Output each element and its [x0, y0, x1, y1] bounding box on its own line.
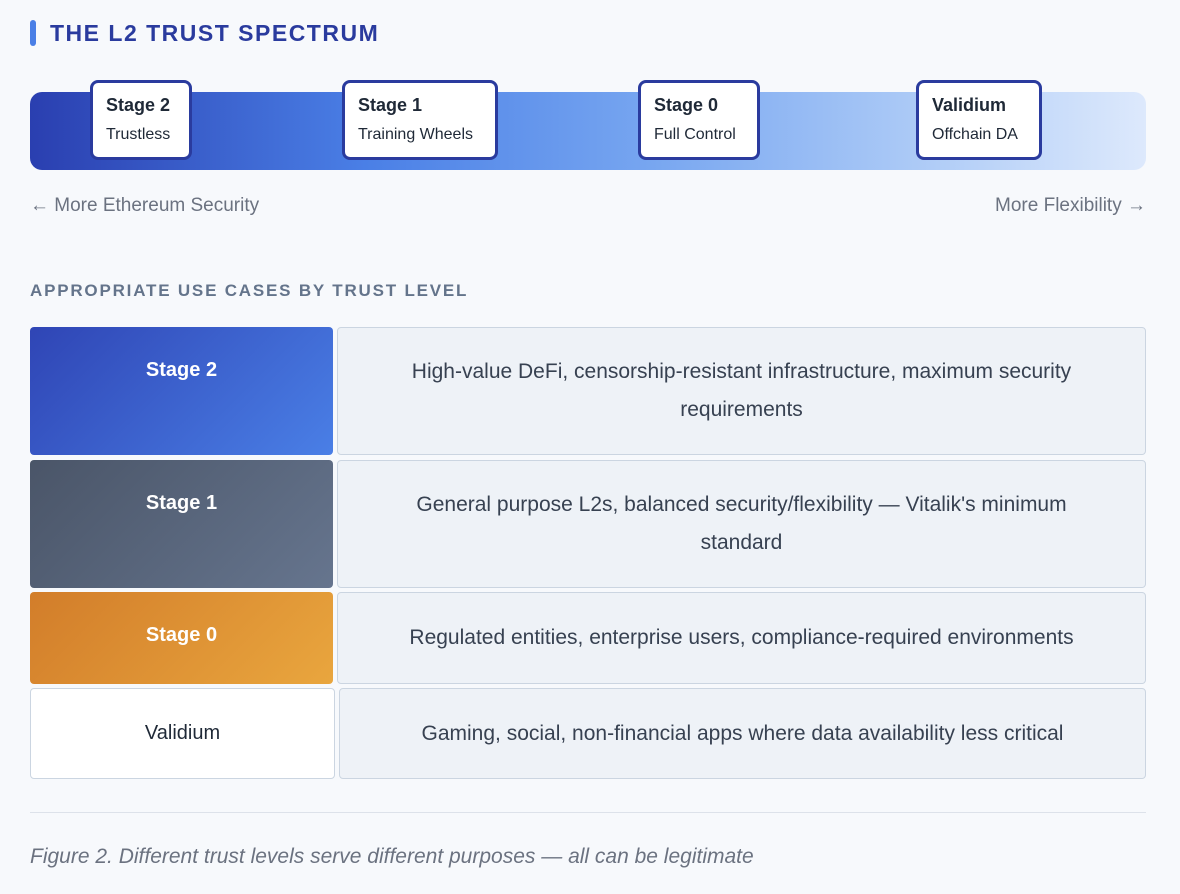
description-cell: General purpose L2s, balanced security/f… — [337, 460, 1146, 588]
marker-name: Stage 2 — [106, 95, 171, 115]
marker: Stage 1 Training Wheels — [342, 80, 498, 160]
marker-sub: Trustless — [106, 126, 171, 143]
marker-sub: Training Wheels — [358, 126, 474, 143]
title: THE L2 TRUST SPECTRUM — [30, 18, 379, 48]
description-cell: Regulated entities, enterprise users, co… — [337, 592, 1146, 684]
description-cell: Gaming, social, non-financial apps where… — [339, 688, 1146, 779]
right-label: More Flexibility → — [995, 195, 1146, 216]
divider — [30, 812, 1146, 813]
marker-name: Validium — [932, 95, 1007, 115]
stage-cell: Stage 0 — [30, 592, 333, 684]
stage-cell: Stage 1 — [30, 460, 333, 588]
stage-cell: Validium — [30, 688, 335, 779]
left-label: ← More Ethereum Security — [30, 195, 260, 216]
marker: Stage 2 Trustless — [90, 80, 192, 160]
marker: Stage 0 Full Control — [638, 80, 760, 160]
caption: Figure 2. Different trust levels serve d… — [30, 845, 754, 868]
marker-sub: Full Control — [654, 126, 736, 143]
marker: Validium Offchain DA — [916, 80, 1042, 160]
stage-cell: Stage 2 — [30, 327, 333, 455]
description-cell: High-value DeFi, censorship-resistant in… — [337, 327, 1146, 455]
marker-name: Stage 1 — [358, 95, 423, 115]
section-title: APPROPRIATE USE CASES BY TRUST LEVEL — [30, 281, 469, 300]
marker-sub: Offchain DA — [932, 126, 1018, 143]
marker-name: Stage 0 — [654, 95, 719, 115]
